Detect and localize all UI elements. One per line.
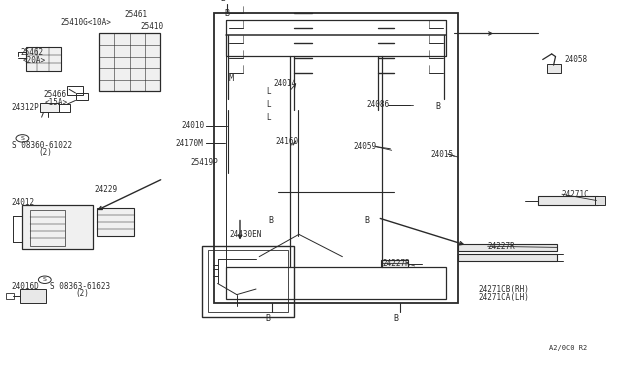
Bar — [595, 196, 605, 205]
Text: 24170M: 24170M — [175, 139, 203, 148]
Text: 24312P: 24312P — [12, 103, 39, 112]
Bar — [208, 250, 288, 312]
Bar — [40, 103, 59, 112]
Bar — [458, 254, 557, 261]
Text: 24229: 24229 — [95, 185, 118, 194]
Bar — [22, 205, 93, 249]
Bar — [99, 33, 160, 91]
Text: S 08363-61623: S 08363-61623 — [50, 282, 110, 291]
Bar — [59, 104, 70, 112]
Text: 24086: 24086 — [367, 100, 390, 109]
Bar — [381, 260, 408, 267]
Bar — [547, 64, 561, 73]
Text: S: S — [43, 277, 47, 282]
Text: 24015: 24015 — [430, 150, 453, 158]
Text: 25410: 25410 — [141, 22, 164, 31]
Text: <20A>: <20A> — [22, 56, 45, 65]
Text: M: M — [229, 74, 234, 83]
Text: A2/0C0 R2: A2/0C0 R2 — [549, 345, 588, 351]
Text: 24271CB(RH): 24271CB(RH) — [479, 285, 529, 294]
Bar — [67, 86, 83, 95]
Text: B: B — [435, 102, 440, 110]
Text: B: B — [224, 9, 229, 17]
Text: 25462: 25462 — [20, 48, 44, 57]
Text: 24271C: 24271C — [562, 190, 589, 199]
Bar — [226, 267, 446, 299]
Text: S 08360-61022: S 08360-61022 — [12, 141, 72, 150]
Text: 24227R: 24227R — [488, 242, 515, 251]
Text: 24227R: 24227R — [383, 259, 410, 268]
Bar — [458, 244, 557, 251]
Bar — [20, 289, 46, 303]
Bar — [538, 196, 598, 205]
Text: 24058: 24058 — [564, 55, 588, 64]
Text: 24271CA(LH): 24271CA(LH) — [479, 293, 529, 302]
Text: L: L — [266, 113, 271, 122]
Bar — [97, 208, 134, 236]
Text: 24016D: 24016D — [12, 282, 39, 291]
Text: 24010: 24010 — [181, 121, 204, 130]
Bar — [30, 210, 65, 246]
Text: (2): (2) — [76, 289, 90, 298]
Text: S: S — [20, 136, 24, 141]
Text: B: B — [394, 314, 399, 323]
Text: <15A>: <15A> — [45, 98, 68, 107]
Bar — [76, 93, 88, 100]
Bar — [214, 13, 458, 303]
Text: 24160: 24160 — [275, 137, 298, 146]
Bar — [202, 246, 294, 317]
Text: B: B — [365, 216, 370, 225]
Text: 25419P: 25419P — [190, 158, 218, 167]
Text: 25410G<10A>: 25410G<10A> — [61, 18, 111, 27]
Text: 24430EN: 24430EN — [229, 230, 262, 239]
Bar — [6, 293, 14, 299]
Text: B: B — [265, 314, 270, 323]
Bar — [226, 20, 446, 56]
Text: 25466: 25466 — [44, 90, 67, 99]
Text: B: B — [269, 216, 274, 225]
Text: 25461: 25461 — [125, 10, 148, 19]
Text: 24012: 24012 — [12, 198, 35, 207]
Text: L: L — [266, 87, 271, 96]
Text: 24014: 24014 — [274, 79, 297, 88]
Text: B: B — [221, 0, 226, 3]
Text: 24059: 24059 — [354, 142, 377, 151]
Bar — [26, 46, 61, 71]
Text: (2): (2) — [38, 148, 52, 157]
Text: L: L — [266, 100, 271, 109]
